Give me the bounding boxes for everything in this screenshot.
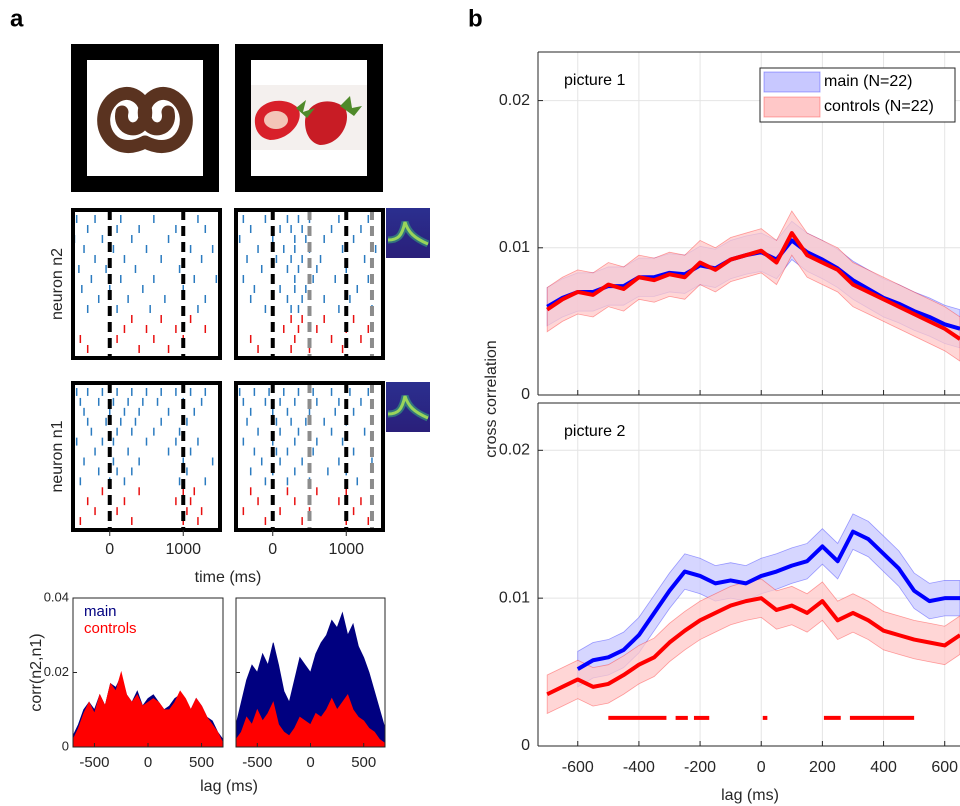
x-tick-label: -500 bbox=[79, 754, 109, 771]
x-axis-label: lag (ms) bbox=[200, 778, 258, 795]
area bbox=[72, 670, 224, 748]
chart-title: picture 2 bbox=[564, 423, 625, 440]
plot bbox=[538, 403, 960, 746]
stimulus-strawberries bbox=[235, 44, 383, 192]
y-tick-label: 0.04 bbox=[44, 589, 69, 604]
x-tick-label: -500 bbox=[242, 754, 272, 771]
y-tick-label: 0.02 bbox=[499, 442, 530, 459]
x-tick-label: 0 bbox=[306, 754, 314, 771]
stimulus-pretzel bbox=[71, 44, 219, 192]
x-axis-label: time (ms) bbox=[195, 569, 262, 586]
x-tick-label: 0 bbox=[268, 541, 277, 558]
y-tick-label: 0 bbox=[62, 738, 69, 753]
raster-frame bbox=[71, 208, 222, 360]
y-axis-label: neuron n2 bbox=[49, 248, 66, 320]
raster-frame bbox=[234, 208, 385, 360]
x-tick-label: 0 bbox=[757, 759, 766, 776]
x-tick-label: 200 bbox=[809, 759, 836, 776]
x-tick-label: 1000 bbox=[165, 541, 201, 558]
y-tick-label: 0.02 bbox=[499, 92, 530, 109]
mean-line bbox=[576, 529, 960, 671]
x-tick-label: 400 bbox=[870, 759, 897, 776]
area bbox=[235, 693, 386, 748]
y-tick-label: 0.01 bbox=[499, 589, 530, 606]
spike-waveform-inset bbox=[386, 382, 430, 432]
x-tick-label: 500 bbox=[189, 754, 214, 771]
y-axis-label: cross correlation bbox=[483, 340, 500, 457]
y-tick-label: 0.02 bbox=[44, 664, 69, 679]
y-axis-label: corr(n2,n1) bbox=[28, 633, 45, 711]
legend-swatch bbox=[763, 71, 821, 93]
spike-waveform-inset bbox=[386, 208, 430, 258]
y-axis-label: neuron n1 bbox=[49, 420, 66, 492]
x-tick-label: 0 bbox=[105, 541, 114, 558]
x-axis-label: lag (ms) bbox=[721, 787, 779, 804]
x-tick-label: 1000 bbox=[328, 541, 364, 558]
panel-label: a bbox=[10, 5, 24, 32]
legend-swatch bbox=[763, 96, 821, 118]
legend-label: controls bbox=[84, 620, 137, 637]
raster-frame bbox=[234, 381, 385, 532]
raster-frame bbox=[71, 381, 222, 532]
x-tick-label: 600 bbox=[931, 759, 958, 776]
y-tick-label: 0 bbox=[521, 737, 530, 754]
chart-title: picture 1 bbox=[564, 72, 625, 89]
x-tick-label: 500 bbox=[351, 754, 376, 771]
legend-label: controls (N=22) bbox=[824, 98, 934, 115]
panel-label: b bbox=[468, 5, 483, 32]
mean-line bbox=[546, 596, 960, 697]
y-tick-label: 0 bbox=[521, 386, 530, 403]
legend-label: main (N=22) bbox=[824, 73, 912, 90]
x-tick-label: -200 bbox=[684, 759, 716, 776]
x-tick-label: -400 bbox=[623, 759, 655, 776]
mean-line bbox=[546, 231, 960, 341]
x-tick-label: -600 bbox=[562, 759, 594, 776]
x-tick-label: 0 bbox=[144, 754, 152, 771]
legend-label: main bbox=[84, 603, 117, 620]
y-tick-label: 0.01 bbox=[499, 239, 530, 256]
